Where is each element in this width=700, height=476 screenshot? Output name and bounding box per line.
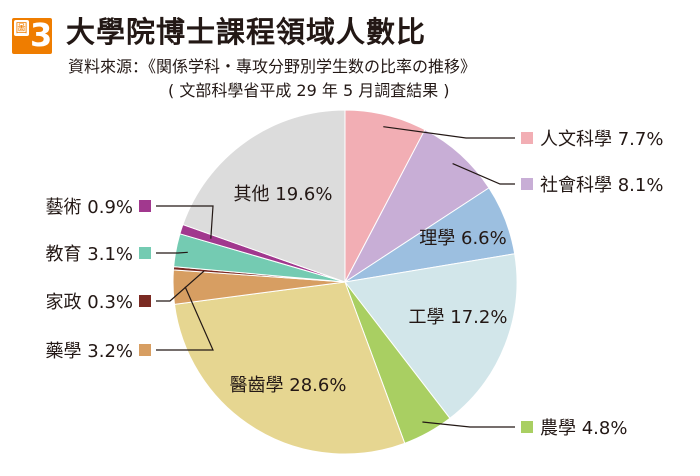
leader-lines [139,126,533,433]
leader-line-7 [156,286,214,351]
slice-label-11: 其他 19.6% [234,184,333,205]
legend-swatch-5 [521,421,533,433]
leader-line-2 [452,163,515,185]
legend-swatch-10 [139,200,151,212]
slice-label-2: 社會科學 8.1% [540,175,663,196]
slice-label-4: 工學 17.2% [409,307,508,328]
pie-slices [172,109,518,455]
pie-slice-6 [173,281,406,455]
slice-label-9: 教育 3.1% [46,244,133,265]
slice-label-6: 醫齒學 28.6% [230,375,347,396]
legend-swatch-8 [139,295,151,307]
badge-word: 圖 [14,20,29,36]
leader-line-10 [156,205,214,239]
source-line-1: 資料來源：《関係学科・專攻分野別学生数の比率の推移》 [68,57,477,76]
badge-number: 3 [30,16,53,54]
legend-swatch-7 [139,344,151,356]
leader-line-9 [156,251,188,254]
legend-swatch-2 [521,178,533,190]
pie-slice-4 [344,253,518,420]
leader-line-1 [383,126,515,139]
pie-slice-2 [343,129,490,284]
slice-labels: 人文科學 7.7% 社會科學 8.1% 理學 6.6% 工學 17.2% 農學 4.8%… [46,129,664,439]
slice-label-5: 農學 4.8% [540,418,627,439]
legend-swatch-1 [521,132,533,144]
slice-label-10: 藝術 0.9% [46,197,133,218]
slice-label-7: 藥學 3.2% [46,341,133,362]
slice-label-1: 人文科學 7.7% [540,129,663,150]
chart-title: 大學院博士課程領域人數比 [66,15,427,49]
source-line-2: ( 文部科學省平成 29 年 5 月調査結果 ) [168,81,450,100]
pie-slice-11 [182,109,346,283]
legend-swatch-9 [139,247,151,259]
slice-label-8: 家政 0.3% [46,292,133,313]
leader-line-8 [156,270,205,302]
leader-line-5 [422,421,515,428]
slice-label-3: 理學 6.6% [419,228,506,249]
